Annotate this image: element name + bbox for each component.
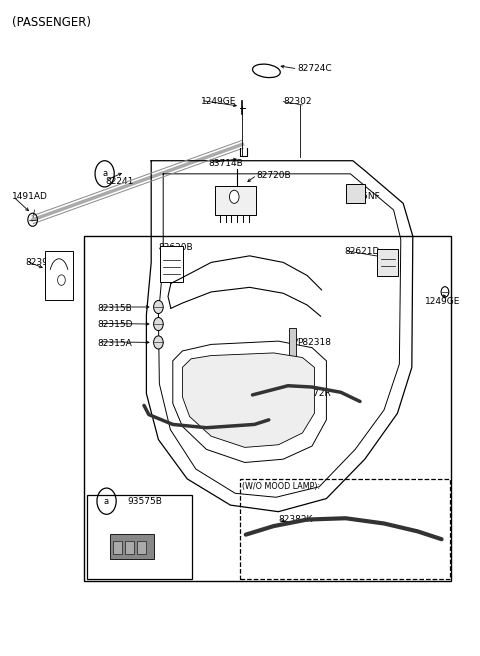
Text: P82318: P82318: [297, 338, 331, 347]
Text: 82724C: 82724C: [298, 64, 332, 73]
Bar: [87, 495, 192, 579]
Text: 83714B: 83714B: [209, 159, 243, 169]
Text: 82315D: 82315D: [97, 320, 132, 329]
Bar: [215, 186, 256, 215]
Text: (W/O MOOD LAMP):: (W/O MOOD LAMP):: [242, 482, 321, 491]
Text: 1495NF: 1495NF: [346, 192, 380, 201]
Polygon shape: [182, 353, 314, 447]
Text: 1491AD: 1491AD: [12, 192, 48, 201]
Text: 82382K: 82382K: [278, 515, 313, 524]
Bar: [113, 541, 122, 554]
Bar: [110, 534, 154, 559]
Text: 82366: 82366: [199, 410, 228, 419]
Circle shape: [154, 336, 163, 349]
Bar: [377, 249, 398, 276]
Text: a: a: [104, 497, 109, 506]
Text: 1249GE: 1249GE: [201, 97, 236, 106]
Text: 82720B: 82720B: [257, 171, 291, 180]
Circle shape: [154, 300, 163, 314]
Bar: [137, 541, 146, 554]
Text: 93575B: 93575B: [127, 497, 162, 506]
Text: a: a: [102, 169, 107, 178]
Bar: [160, 246, 183, 282]
Text: 82315B: 82315B: [97, 304, 132, 313]
Text: 82241: 82241: [106, 177, 134, 186]
Bar: [240, 479, 450, 579]
Text: 51472R: 51472R: [297, 389, 331, 398]
Text: 82620B: 82620B: [158, 243, 193, 252]
Bar: [84, 236, 451, 581]
Bar: [45, 251, 73, 300]
Circle shape: [154, 318, 163, 331]
Polygon shape: [173, 341, 326, 462]
Bar: [289, 328, 296, 357]
Circle shape: [229, 190, 239, 203]
Text: 82394A: 82394A: [25, 258, 60, 267]
Text: 82315A: 82315A: [97, 338, 132, 348]
Text: (PASSENGER): (PASSENGER): [12, 16, 91, 30]
Text: 82302: 82302: [283, 97, 312, 106]
Text: 82621D: 82621D: [345, 247, 380, 256]
Bar: [346, 184, 365, 203]
Text: 1249GE: 1249GE: [425, 297, 461, 306]
Bar: [125, 541, 134, 554]
